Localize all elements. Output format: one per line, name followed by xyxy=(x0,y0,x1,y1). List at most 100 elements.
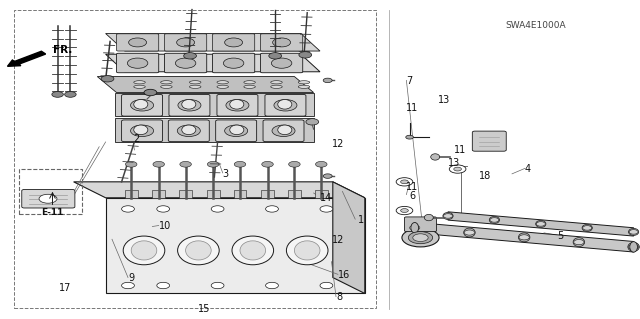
Bar xyxy=(315,190,328,198)
Circle shape xyxy=(406,135,413,139)
Text: 13: 13 xyxy=(448,158,460,168)
Circle shape xyxy=(274,100,297,111)
FancyBboxPatch shape xyxy=(472,131,506,151)
Ellipse shape xyxy=(443,212,453,219)
Circle shape xyxy=(178,100,201,111)
Polygon shape xyxy=(448,212,634,236)
Ellipse shape xyxy=(134,125,148,135)
Ellipse shape xyxy=(217,81,228,84)
Circle shape xyxy=(65,92,76,97)
Ellipse shape xyxy=(271,85,282,88)
Circle shape xyxy=(131,125,154,137)
FancyBboxPatch shape xyxy=(164,53,207,73)
Ellipse shape xyxy=(182,100,196,109)
Circle shape xyxy=(628,244,639,249)
Text: 13: 13 xyxy=(438,95,451,106)
FancyBboxPatch shape xyxy=(404,217,436,232)
Text: 17: 17 xyxy=(59,283,71,293)
Bar xyxy=(125,190,138,198)
Text: 11: 11 xyxy=(406,182,419,192)
Circle shape xyxy=(289,161,300,167)
Ellipse shape xyxy=(123,236,165,265)
Ellipse shape xyxy=(518,233,530,242)
Circle shape xyxy=(401,209,408,212)
FancyBboxPatch shape xyxy=(122,94,163,116)
Text: 5: 5 xyxy=(557,231,563,241)
Ellipse shape xyxy=(536,220,546,227)
Circle shape xyxy=(629,230,638,234)
Polygon shape xyxy=(333,182,365,293)
Bar xyxy=(19,169,82,214)
FancyBboxPatch shape xyxy=(212,53,255,73)
Polygon shape xyxy=(115,118,314,142)
Ellipse shape xyxy=(278,100,292,109)
Text: 4: 4 xyxy=(525,164,531,174)
Circle shape xyxy=(444,214,452,218)
Text: 2: 2 xyxy=(133,134,140,144)
Circle shape xyxy=(574,240,584,245)
Ellipse shape xyxy=(628,228,639,235)
Circle shape xyxy=(323,78,332,83)
Circle shape xyxy=(316,161,327,167)
Ellipse shape xyxy=(582,225,593,232)
Circle shape xyxy=(157,282,170,289)
Ellipse shape xyxy=(134,81,145,84)
Ellipse shape xyxy=(217,85,228,88)
Ellipse shape xyxy=(424,214,433,221)
Circle shape xyxy=(180,161,191,167)
Ellipse shape xyxy=(628,242,639,251)
Circle shape xyxy=(465,230,475,235)
Bar xyxy=(261,190,274,198)
Ellipse shape xyxy=(178,236,220,265)
Circle shape xyxy=(101,76,114,82)
Text: 6: 6 xyxy=(410,191,416,201)
Circle shape xyxy=(157,206,170,212)
Bar xyxy=(207,190,220,198)
Circle shape xyxy=(269,53,282,59)
Circle shape xyxy=(39,194,57,203)
Circle shape xyxy=(266,206,278,212)
Ellipse shape xyxy=(411,223,419,233)
Circle shape xyxy=(401,180,408,184)
Polygon shape xyxy=(97,77,314,93)
Ellipse shape xyxy=(186,241,211,260)
Ellipse shape xyxy=(161,81,172,84)
Circle shape xyxy=(272,125,295,137)
Ellipse shape xyxy=(408,232,433,244)
Text: 1: 1 xyxy=(358,215,365,225)
FancyBboxPatch shape xyxy=(122,120,163,142)
Circle shape xyxy=(122,206,134,212)
Circle shape xyxy=(306,119,319,125)
Circle shape xyxy=(273,38,291,47)
Text: E-11: E-11 xyxy=(42,208,63,217)
Polygon shape xyxy=(115,93,314,116)
Bar xyxy=(179,190,192,198)
Ellipse shape xyxy=(287,236,328,265)
FancyBboxPatch shape xyxy=(260,34,303,51)
Circle shape xyxy=(226,100,249,111)
FancyBboxPatch shape xyxy=(116,53,159,73)
Circle shape xyxy=(153,161,164,167)
Ellipse shape xyxy=(230,100,244,109)
Ellipse shape xyxy=(489,217,499,223)
Bar xyxy=(234,190,246,198)
Text: 12: 12 xyxy=(332,139,344,149)
FancyArrow shape xyxy=(8,51,45,66)
Circle shape xyxy=(52,92,63,97)
Ellipse shape xyxy=(134,85,145,88)
Circle shape xyxy=(129,38,147,47)
Circle shape xyxy=(323,174,332,178)
Circle shape xyxy=(490,218,499,222)
Circle shape xyxy=(177,125,200,137)
Text: 18: 18 xyxy=(479,171,491,181)
Ellipse shape xyxy=(182,125,196,135)
Circle shape xyxy=(536,222,545,226)
FancyBboxPatch shape xyxy=(260,53,303,73)
Ellipse shape xyxy=(189,81,201,84)
Circle shape xyxy=(211,282,224,289)
Circle shape xyxy=(207,161,219,167)
Bar xyxy=(14,10,376,308)
Circle shape xyxy=(413,234,428,241)
FancyBboxPatch shape xyxy=(265,94,306,116)
Text: 9: 9 xyxy=(128,273,134,283)
